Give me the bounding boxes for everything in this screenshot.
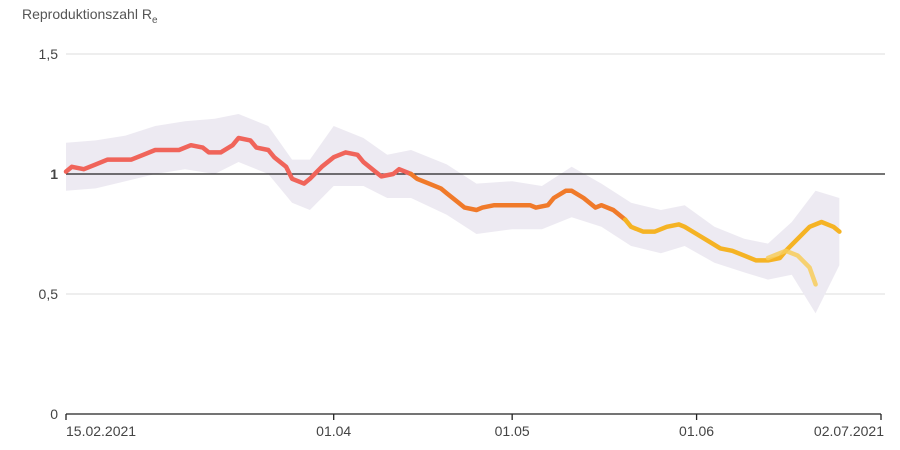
confidence-band — [66, 114, 840, 314]
grid-lines — [66, 53, 885, 295]
confidence-band-area — [66, 114, 840, 314]
y-tick-label: 1,5 — [39, 46, 59, 62]
y-axis: 0 0,5 1 1,5 — [39, 46, 59, 422]
x-tick-label: 02.07.2021 — [814, 423, 884, 439]
x-tick-label: 01.06 — [679, 423, 714, 439]
y-tick-label: 0 — [50, 406, 58, 422]
x-axis: 15.02.2021 01.04 01.05 01.06 02.07.2021 — [65, 413, 884, 439]
y-axis-label: Reproduktionszahl Re — [22, 6, 158, 26]
series-line — [765, 248, 818, 287]
y-tick-label: 1 — [50, 166, 58, 182]
x-tick-label: 01.05 — [495, 423, 530, 439]
y-tick-label: 0,5 — [39, 286, 59, 302]
series-line — [622, 217, 842, 263]
x-tick-label: 01.04 — [316, 423, 351, 439]
series-lines — [63, 135, 842, 287]
series-line — [408, 171, 628, 222]
series-line — [63, 135, 414, 186]
x-tick-label: 15.02.2021 — [66, 423, 136, 439]
